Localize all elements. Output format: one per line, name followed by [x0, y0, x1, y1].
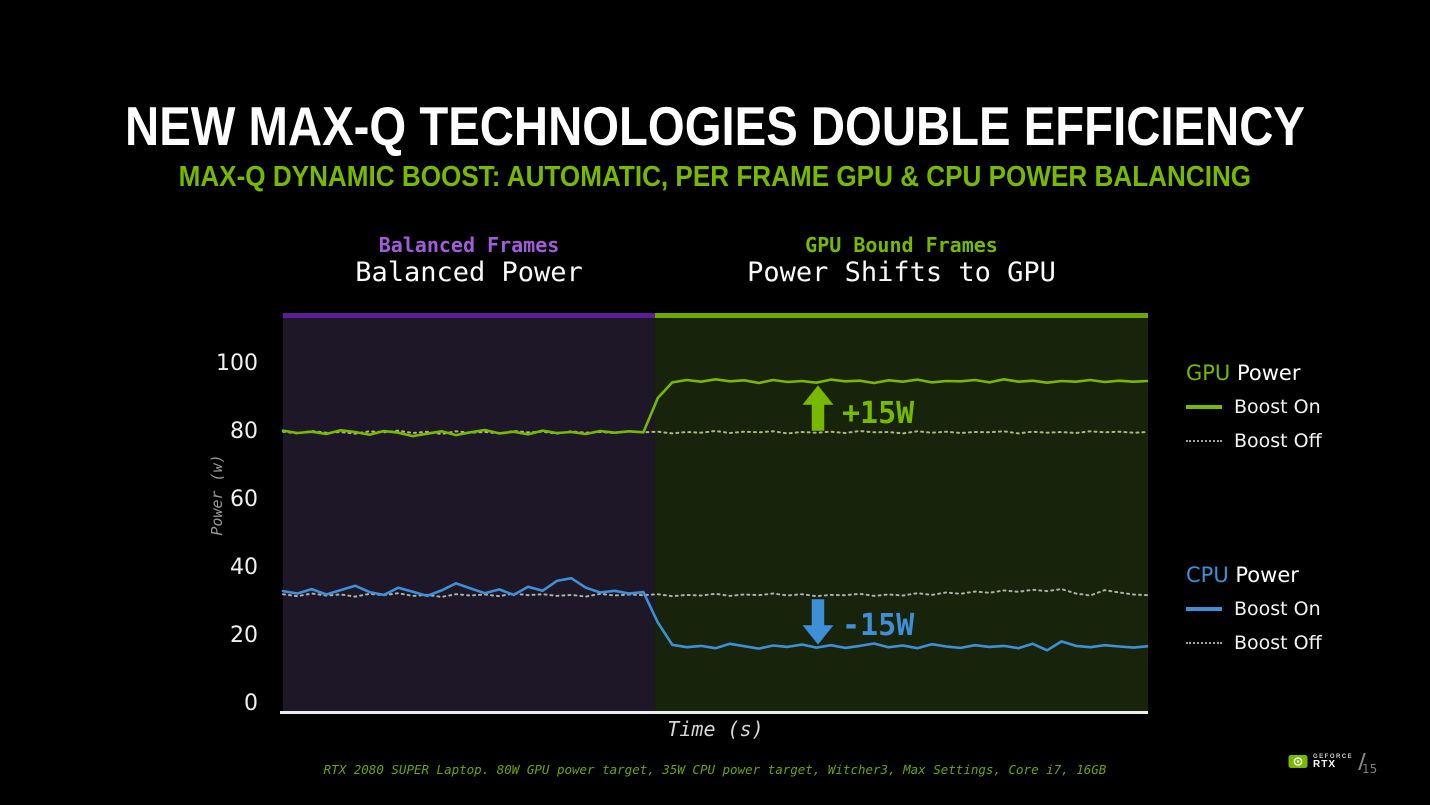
legend-title-gpu: GPU Power [1186, 360, 1416, 386]
title-row: NEW MAX-Q TECHNOLOGIES DOUBLE EFFICIENCY [0, 95, 1430, 157]
wordmark-line1: GEFORCE [1313, 753, 1354, 760]
legend-title-gpu-rest: Power [1230, 361, 1301, 385]
y-axis-ticks: 0 20 40 60 80 100 [190, 313, 268, 717]
y-tick-label: 40 [230, 555, 258, 580]
left-panel-header: Balanced Frames Balanced Power [283, 233, 655, 288]
legend-title-gpu-colored: GPU [1186, 361, 1231, 385]
chart-legend: GPU Power Boost On Boost Off CPU Power B… [1186, 360, 1416, 664]
left-panel-title: Balanced Power [355, 257, 583, 288]
legend-item-gpu-boost-on: Boost On [1186, 394, 1416, 420]
y-tick-label: 20 [230, 623, 258, 648]
x-axis-label: Time (s) [667, 717, 764, 741]
y-tick-label: 0 [244, 691, 258, 716]
wordmark-line2: RTX [1313, 758, 1336, 770]
slide-title: NEW MAX-Q TECHNOLOGIES DOUBLE EFFICIENCY [125, 95, 1305, 157]
geforce-rtx-logo: GEFORCE RTX [1288, 753, 1366, 770]
nvidia-eye-icon [1288, 755, 1308, 768]
legend-item-cpu-boost-off: Boost Off [1186, 630, 1416, 656]
y-tick-label: 80 [230, 419, 258, 444]
footer-note: RTX 2080 SUPER Laptop. 80W GPU power tar… [323, 762, 1107, 777]
right-panel-title: Power Shifts to GPU [747, 257, 1056, 288]
right-panel-header: GPU Bound Frames Power Shifts to GPU [655, 233, 1148, 288]
legend-title-cpu-colored: CPU [1186, 563, 1229, 587]
svg-text:-15W: -15W [842, 608, 915, 643]
left-panel-subtitle: Balanced Frames [378, 233, 560, 257]
subtitle-row: MAX-Q DYNAMIC BOOST: AUTOMATIC, PER FRAM… [0, 161, 1430, 194]
solid-line-icon [1186, 607, 1222, 611]
dotted-line-icon [1186, 642, 1222, 644]
slide-page-number: 15 [1362, 762, 1378, 776]
svg-text:+15W: +15W [842, 396, 915, 431]
y-tick-label: 60 [230, 487, 258, 512]
y-tick-label: 100 [216, 351, 258, 376]
legend-item-gpu-boost-off: Boost Off [1186, 428, 1416, 454]
legend-title-cpu: CPU Power [1186, 562, 1416, 588]
right-panel-subtitle: GPU Bound Frames [805, 233, 998, 257]
legend-item-cpu-boost-on: Boost On [1186, 596, 1416, 622]
chart-svg: +15W -15W [280, 313, 1148, 714]
geforce-rtx-wordmark: GEFORCE RTX [1313, 754, 1353, 770]
dotted-line-icon [1186, 440, 1222, 442]
legend-title-cpu-rest: Power [1228, 563, 1299, 587]
legend-group-gpu: GPU Power Boost On Boost Off [1186, 360, 1416, 454]
slide-subtitle: MAX-Q DYNAMIC BOOST: AUTOMATIC, PER FRAM… [178, 161, 1252, 193]
legend-group-cpu: CPU Power Boost On Boost Off [1186, 562, 1416, 656]
solid-line-icon [1186, 405, 1222, 409]
